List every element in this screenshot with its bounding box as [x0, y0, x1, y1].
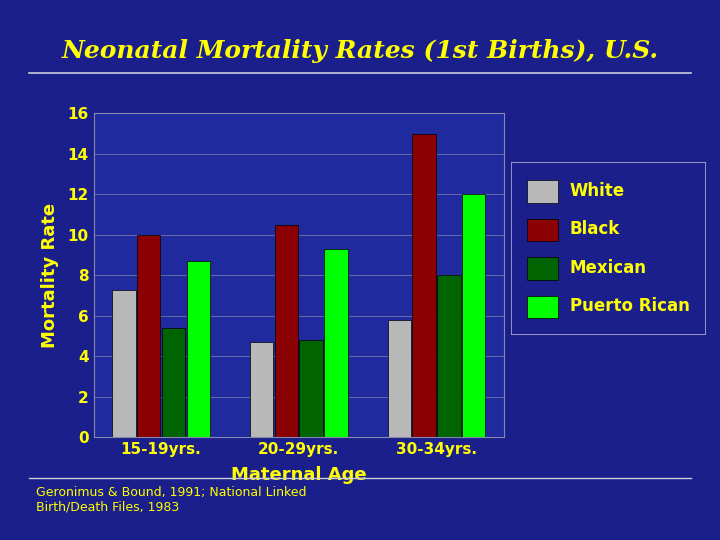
Bar: [300, 340, 323, 437]
Y-axis label: Mortality Rate: Mortality Rate: [41, 203, 59, 348]
Bar: [437, 275, 461, 437]
Bar: [324, 249, 348, 437]
Bar: [527, 219, 558, 241]
Bar: [275, 225, 298, 437]
X-axis label: Maternal Age: Maternal Age: [231, 465, 366, 484]
Bar: [462, 194, 485, 437]
Text: Geronimus & Bound, 1991; National Linked
Birth/Death Files, 1983: Geronimus & Bound, 1991; National Linked…: [36, 486, 307, 514]
Bar: [413, 133, 436, 437]
Bar: [186, 261, 210, 437]
Bar: [527, 257, 558, 280]
Text: Neonatal Mortality Rates (1st Births), U.S.: Neonatal Mortality Rates (1st Births), U…: [61, 39, 659, 63]
Bar: [137, 235, 161, 437]
Text: Mexican: Mexican: [570, 259, 647, 276]
Text: Black: Black: [570, 220, 620, 238]
Bar: [250, 342, 274, 437]
Bar: [527, 180, 558, 203]
Text: White: White: [570, 182, 625, 200]
Bar: [387, 320, 411, 437]
Bar: [527, 295, 558, 318]
Text: Puerto Rican: Puerto Rican: [570, 297, 689, 315]
Bar: [162, 328, 185, 437]
Bar: [112, 289, 135, 437]
